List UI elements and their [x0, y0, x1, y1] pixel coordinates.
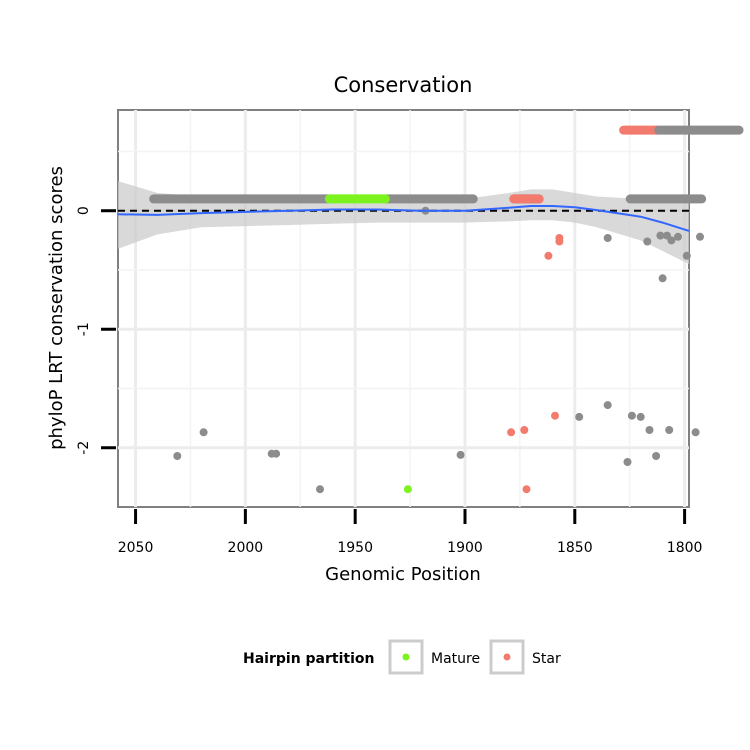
- band-other: [381, 194, 478, 204]
- point-star: [520, 426, 529, 434]
- point-other: [643, 237, 652, 246]
- chart-title: Conservation: [334, 73, 473, 97]
- band-star: [509, 194, 544, 204]
- baseline-band-layer: [149, 125, 744, 204]
- x-tick-label: 2000: [228, 540, 264, 556]
- point-other: [696, 232, 704, 241]
- legend-item-star: Star: [489, 639, 561, 675]
- legend-item-mature: Mature: [388, 639, 480, 675]
- band-other: [149, 194, 333, 204]
- x-tick-label: 1900: [447, 540, 483, 556]
- point-other: [316, 485, 324, 494]
- plot-panel: [117, 109, 690, 508]
- point-other: [456, 450, 465, 459]
- point-star: [507, 428, 516, 437]
- point-other: [272, 449, 281, 458]
- point-mature: [403, 485, 412, 494]
- point-star: [551, 411, 559, 420]
- point-other: [603, 401, 612, 410]
- legend-label-mature: Mature: [431, 651, 480, 667]
- point-other: [665, 426, 674, 434]
- point-other: [603, 234, 612, 242]
- x-tick-label: 1800: [667, 540, 703, 556]
- x-tick-label: 1850: [557, 540, 593, 556]
- y-tick-label: 0: [76, 206, 92, 215]
- legend-title: Hairpin partition: [243, 651, 374, 667]
- point-other: [667, 236, 676, 245]
- legend: Hairpin partition Mature Star: [243, 639, 561, 675]
- band-other: [654, 125, 744, 135]
- point-other: [627, 411, 636, 420]
- point-other: [658, 274, 667, 283]
- point-other: [674, 232, 682, 241]
- point-other: [682, 251, 691, 260]
- point-star: [544, 251, 553, 260]
- legend-label-star: Star: [532, 651, 561, 667]
- point-other: [623, 458, 632, 466]
- smooth-line: [117, 205, 690, 232]
- point-other: [656, 231, 665, 240]
- band-other: [625, 194, 707, 204]
- point-other: [636, 412, 645, 421]
- point-other: [652, 452, 661, 460]
- grid-layer: [118, 110, 689, 507]
- smooth-line-layer: [117, 205, 690, 232]
- points-layer: [173, 206, 704, 494]
- point-star: [522, 485, 531, 494]
- point-other: [575, 412, 584, 421]
- point-other: [199, 428, 208, 437]
- axis-layer: 2050 2000 1950 1900 1850 1800 -2 -1 0: [76, 206, 702, 556]
- y-axis-title: phyloP LRT conservation scores: [46, 166, 67, 450]
- y-tick-label: -2: [76, 441, 92, 455]
- legend-dot-star: [503, 653, 511, 661]
- band-star: [619, 125, 663, 135]
- point-other: [645, 426, 654, 434]
- point-other: [691, 428, 700, 437]
- x-tick-label: 1950: [337, 540, 373, 556]
- band-mature: [324, 194, 390, 204]
- y-tick-label: -1: [76, 322, 92, 336]
- x-tick-label: 2050: [118, 540, 154, 556]
- legend-dot-mature: [402, 653, 410, 661]
- x-axis-title: Genomic Position: [325, 564, 481, 585]
- point-star: [555, 237, 564, 246]
- point-other: [173, 452, 182, 460]
